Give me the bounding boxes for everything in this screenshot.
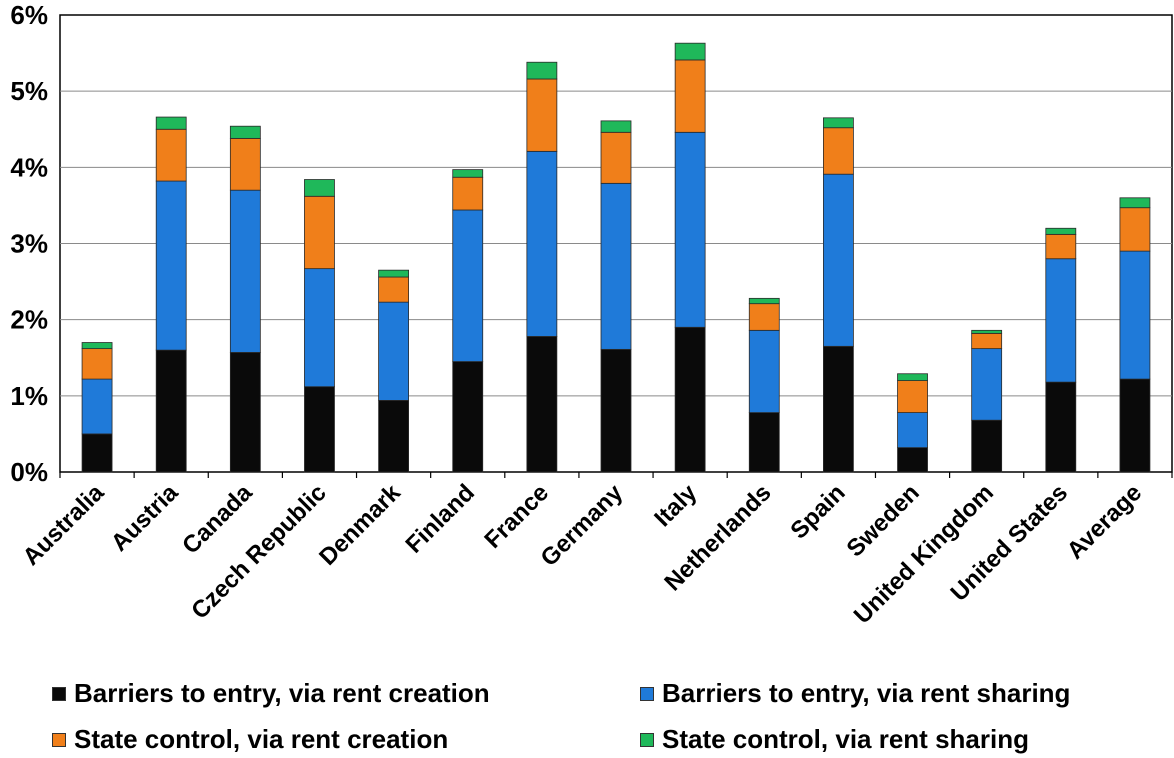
bar-segment-4 xyxy=(378,269,410,278)
legend-item-state-rent-sharing: State control, via rent sharing xyxy=(640,724,1029,755)
bar-segment-4 xyxy=(81,342,113,350)
bar-segment-4 xyxy=(674,42,706,61)
bar-segment-3 xyxy=(600,131,632,184)
x-tick-label: Australia xyxy=(18,479,110,571)
bar-segment-2 xyxy=(1119,250,1151,380)
bar-segment-3 xyxy=(81,348,113,380)
bar-segment-1 xyxy=(1045,381,1077,473)
bar-segment-3 xyxy=(1045,233,1077,260)
bar-segment-2 xyxy=(1045,258,1077,383)
bar-segment-2 xyxy=(378,301,410,401)
bar-segment-1 xyxy=(452,361,484,473)
bar-segment-2 xyxy=(155,180,187,351)
bar-segment-3 xyxy=(229,137,261,191)
x-tick-label: France xyxy=(479,479,554,554)
y-axis: 0% 1% 2% 3% 4% 5% 6% xyxy=(10,0,48,487)
x-tick-label: Czech Republic xyxy=(186,479,331,624)
bar-segment-4 xyxy=(748,297,780,305)
bar-segment-1 xyxy=(526,336,558,473)
bar-segment-3 xyxy=(971,332,1003,350)
y-tick-label: 6% xyxy=(10,0,48,30)
x-tick-label: Denmark xyxy=(314,479,406,571)
bar-segment-4 xyxy=(897,373,928,381)
bar-segment-4 xyxy=(600,120,632,133)
y-tick-label: 0% xyxy=(10,457,48,487)
bar-segment-3 xyxy=(1119,207,1151,252)
bar-segment-4 xyxy=(1119,197,1151,209)
bar-segment-1 xyxy=(748,412,780,473)
bar-segment-4 xyxy=(823,117,854,129)
bar-segment-2 xyxy=(748,329,780,413)
legend-swatch xyxy=(640,686,654,701)
x-tick-label: Average xyxy=(1062,479,1147,564)
bar-segment-1 xyxy=(378,400,410,473)
bar-segment-2 xyxy=(526,150,558,337)
bar-segment-3 xyxy=(378,276,410,303)
y-tick-label: 2% xyxy=(10,305,48,335)
bar-segment-4 xyxy=(452,169,484,178)
bar-segment-3 xyxy=(304,195,335,270)
bar-segment-2 xyxy=(971,348,1003,421)
bar-segment-1 xyxy=(155,349,187,473)
bar-segment-2 xyxy=(452,209,484,362)
x-tick-label: Spain xyxy=(785,479,850,544)
bar-segment-1 xyxy=(81,433,113,473)
bar-segment-4 xyxy=(155,116,187,130)
bar-segment-3 xyxy=(897,380,928,413)
bar-segment-3 xyxy=(526,78,558,152)
legend-label: Barriers to entry, via rent sharing xyxy=(662,678,1071,708)
legend-swatch xyxy=(52,732,66,747)
bar-segment-2 xyxy=(823,173,854,347)
bar-segment-2 xyxy=(674,131,706,328)
legend-swatch xyxy=(640,732,654,747)
bar-segment-2 xyxy=(229,189,261,353)
bar-segment-3 xyxy=(155,128,187,182)
bar-segment-4 xyxy=(1045,227,1077,235)
legend-item-state-rent-creation: State control, via rent creation xyxy=(52,724,448,755)
bar-segment-4 xyxy=(526,61,558,80)
bar-segment-2 xyxy=(600,182,632,350)
stacked-bar-chart: 0% 1% 2% 3% 4% 5% 6% AustraliaAustriaCanadaCze… xyxy=(10,0,1173,629)
y-tick-label: 1% xyxy=(10,381,48,411)
bar-segment-1 xyxy=(674,326,706,473)
legend-item-barriers-rent-sharing: Barriers to entry, via rent sharing xyxy=(640,678,1070,709)
bar-segment-3 xyxy=(823,127,854,175)
x-tick-label: United Kingdom xyxy=(849,479,999,629)
bar-segment-1 xyxy=(823,345,854,473)
bar-segment-2 xyxy=(897,412,928,449)
bar-segment-2 xyxy=(81,378,113,435)
x-tick-label: Italy xyxy=(649,479,703,533)
x-tick-label: Finland xyxy=(401,479,480,558)
y-tick-label: 4% xyxy=(10,152,48,182)
x-tick-label: Austria xyxy=(106,479,184,557)
bar-segment-4 xyxy=(971,329,1003,334)
bar-segment-4 xyxy=(304,179,335,197)
x-tick-label: Germany xyxy=(536,479,629,572)
bars xyxy=(81,42,1151,473)
legend-label: State control, via rent sharing xyxy=(662,724,1029,754)
bar-segment-1 xyxy=(229,352,261,473)
bar-segment-2 xyxy=(304,268,335,388)
bar-segment-3 xyxy=(452,176,484,211)
bar-segment-4 xyxy=(229,125,261,139)
legend: Barriers to entry, via rent creation Bar… xyxy=(0,672,1174,758)
y-tick-label: 5% xyxy=(10,76,48,106)
bar-segment-3 xyxy=(748,303,780,331)
legend-item-barriers-rent-creation: Barriers to entry, via rent creation xyxy=(52,678,490,709)
legend-label: State control, via rent creation xyxy=(74,724,449,754)
legend-swatch xyxy=(52,686,66,701)
legend-label: Barriers to entry, via rent creation xyxy=(74,678,490,708)
bar-segment-1 xyxy=(971,419,1003,473)
bar-segment-1 xyxy=(1119,378,1151,473)
y-tick-label: 3% xyxy=(10,229,48,259)
bar-segment-1 xyxy=(897,447,928,473)
bar-segment-3 xyxy=(674,59,706,133)
bar-segment-1 xyxy=(304,386,335,473)
bar-segment-1 xyxy=(600,348,632,473)
